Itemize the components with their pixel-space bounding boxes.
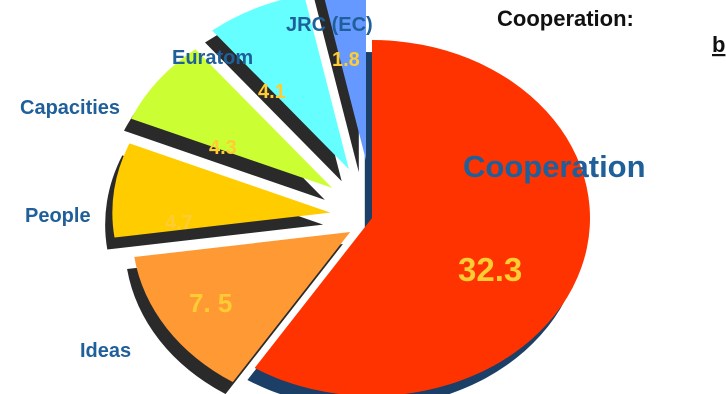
chart-title-line2: b [712,32,725,57]
capacities-category-label: Capacities [20,97,120,119]
people-value-label: 4.7 [165,212,193,234]
capacities-value-label: 4.3 [209,137,237,159]
euratom-category-label: Euratom [172,47,253,69]
cooperation-category-label: Cooperation [463,149,646,184]
ideas-category-label: Ideas [80,340,131,362]
jrc-category-label: JRC (EC) [286,14,373,36]
people-slice [112,143,331,238]
euratom-value-label: 4.1 [258,81,286,103]
chart-title: Cooperation: [497,6,634,31]
cooperation-slice [254,40,590,394]
euratom-slice [212,0,349,170]
people-category-label: People [25,205,91,227]
jrc-value-label: 1.8 [332,49,360,71]
cooperation-value-label: 32.3 [458,251,522,288]
capacities-slice [131,49,333,188]
ideas-value-label: 7. 5 [189,288,232,318]
jrc-slice [324,0,367,161]
slices-layer [112,0,590,394]
ideas-slice [134,232,351,383]
